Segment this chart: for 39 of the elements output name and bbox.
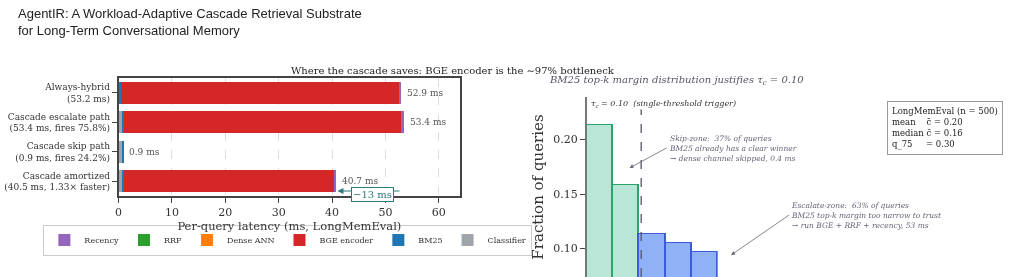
legend-label: BM25 [418, 236, 443, 246]
total-label: 53.4 ms [410, 117, 447, 127]
x-tick-label: 20 [218, 205, 233, 219]
total-label: 0.9 ms [129, 147, 160, 157]
text: AgentIR: A Workload-Adaptive Cascade Retrieval Substrate for Long-Term Conversational Memory [18, 6, 362, 38]
bar [400, 111, 404, 133]
legend-label: RRF [163, 236, 183, 246]
chart-title: Where the cascade saves: BGE encoder is the ∼97% bottleneck [291, 65, 615, 76]
bar [118, 82, 121, 104]
chart-title: BM25 top-k margin distribution justifies τ$_{c}$ = 0.10 [549, 74, 805, 88]
y-tick-label: Cascade skip path (0.9 ms, fires 24.2%) [15, 141, 111, 163]
text: LongMemEval (n = 500) mean c̄ = 0.20 median c̄ = 0.16 q_75 = 0.30 [892, 106, 998, 151]
annotation: −13 ms [353, 189, 392, 200]
legend-label: Dense ANN [227, 236, 275, 246]
legend-label: Recency [84, 236, 119, 246]
y-tick-label: Cascade amortized (40.5 ms, 1.33× faster) [4, 170, 111, 193]
bar [120, 82, 399, 104]
x-tick-label: 50 [378, 205, 393, 219]
bar [123, 111, 401, 133]
x-axis-title: Per-query latency (ms, LongMemEval) [177, 218, 402, 233]
bar [398, 82, 401, 104]
legend-label: Classifier [487, 236, 526, 246]
total-label: 52.9 ms [407, 88, 444, 98]
x-tick-label: 60 [431, 205, 446, 219]
y-tick-label: 0.10 [553, 242, 578, 256]
x-tick-label: 30 [271, 205, 286, 219]
bar [333, 170, 336, 192]
annotation: τ$_{c}$ = 0.10 (single-threshold trigger) [591, 99, 737, 109]
y-tick-label: Always-hybrid (53.2 ms) [44, 82, 111, 104]
y-tick-label: Cascade escalate path (53.4 ms, fires 75.8%) [7, 111, 111, 134]
total-label: 40.7 ms [342, 176, 379, 186]
x-tick-label: 10 [164, 205, 179, 219]
y-tick-label: 0.15 [553, 187, 578, 201]
bar [123, 170, 334, 192]
x-tick-label: 0 [115, 205, 123, 219]
x-tick-label: 40 [325, 205, 340, 219]
y-axis-title: Fraction of queries [528, 114, 547, 260]
legend-label: BGE encoder [319, 236, 374, 246]
y-tick-label: 0.20 [553, 133, 578, 147]
